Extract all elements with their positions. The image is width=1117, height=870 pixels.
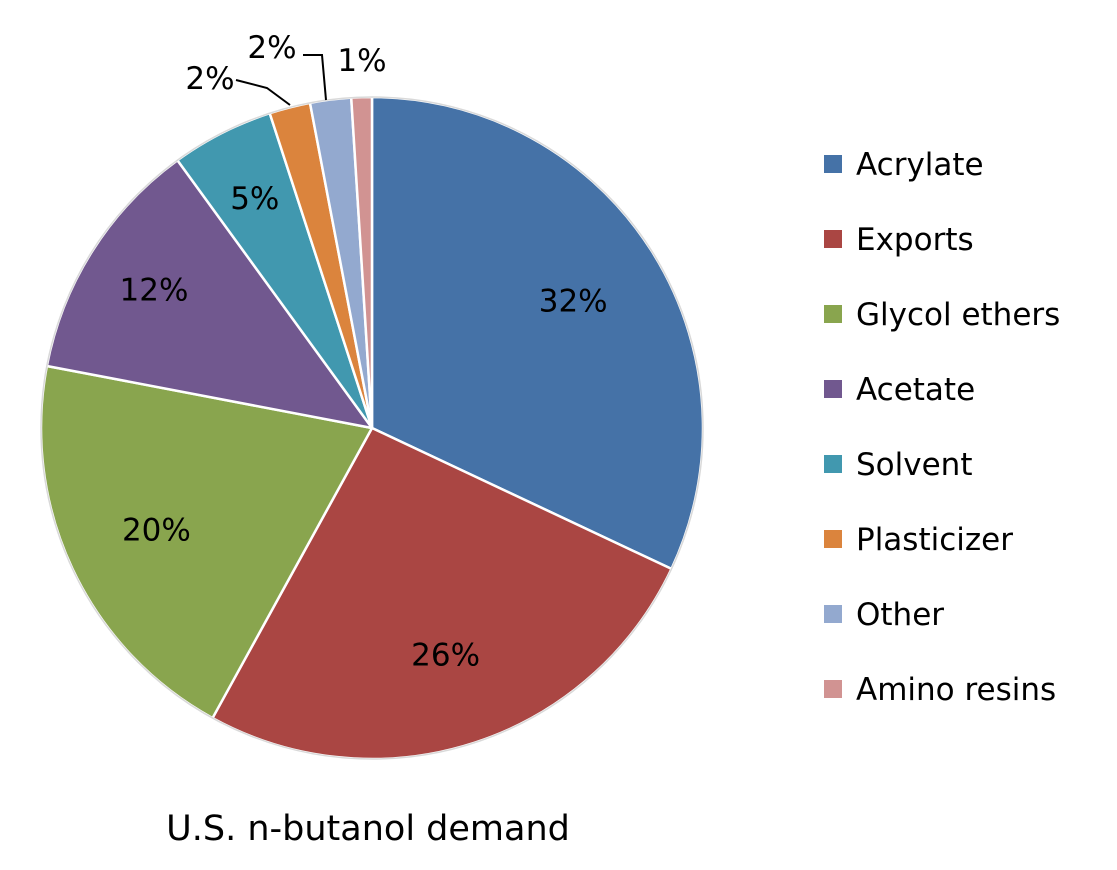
legend-label: Plasticizer	[856, 522, 1013, 558]
leader-line	[235, 79, 291, 106]
slice-label: 12%	[120, 273, 189, 309]
leader-lines	[235, 54, 327, 106]
legend-swatch	[824, 530, 842, 548]
legend-label: Glycol ethers	[856, 297, 1060, 333]
legend-label: Acrylate	[856, 147, 984, 183]
legend-swatch	[824, 380, 842, 398]
slice-labels: 32% 26% 20% 12% 5% 2% 2% 1%	[120, 30, 608, 674]
legend: Acrylate Exports Glycol ethers Acetate Solve…	[824, 147, 1060, 708]
legend-swatch	[824, 605, 842, 623]
slice-label: 1%	[337, 43, 386, 79]
leader-line	[303, 54, 327, 101]
legend-label: Solvent	[856, 447, 972, 483]
slice-label: 32%	[539, 283, 608, 319]
chart-title: U.S. n-butanol demand	[166, 809, 570, 849]
slice-label: 20%	[122, 513, 191, 549]
legend-swatch	[824, 305, 842, 323]
slice-label: 5%	[230, 181, 279, 217]
legend-label: Exports	[856, 222, 974, 258]
slice-label: 26%	[411, 638, 480, 674]
legend-swatch	[824, 680, 842, 698]
slice-label: 2%	[247, 30, 296, 66]
pie-outline	[40, 96, 704, 760]
legend-label: Acetate	[856, 372, 975, 408]
legend-swatch	[824, 455, 842, 473]
legend-label: Other	[856, 597, 944, 633]
legend-swatch	[824, 230, 842, 248]
pie-slices	[39, 95, 705, 761]
slice-label: 2%	[185, 61, 234, 97]
legend-swatch	[824, 155, 842, 173]
legend-label: Amino resins	[856, 672, 1056, 708]
